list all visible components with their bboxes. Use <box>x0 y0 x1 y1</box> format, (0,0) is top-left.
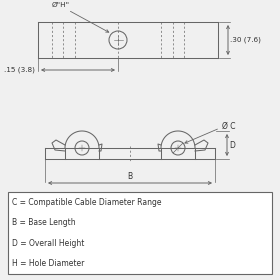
Text: H = Hole Diameter: H = Hole Diameter <box>12 259 84 268</box>
Text: B: B <box>127 172 132 181</box>
Text: Ø C: Ø C <box>222 122 235 130</box>
Text: .30 (7.6): .30 (7.6) <box>230 37 261 43</box>
Text: B = Base Length: B = Base Length <box>12 218 76 227</box>
Text: D = Overall Height: D = Overall Height <box>12 239 84 248</box>
Bar <box>8 192 272 274</box>
Text: D: D <box>229 141 235 150</box>
Text: .15 (3.8): .15 (3.8) <box>4 67 35 73</box>
Text: Ø"H": Ø"H" <box>52 2 70 8</box>
Text: C = Compatible Cable Diameter Range: C = Compatible Cable Diameter Range <box>12 198 162 207</box>
